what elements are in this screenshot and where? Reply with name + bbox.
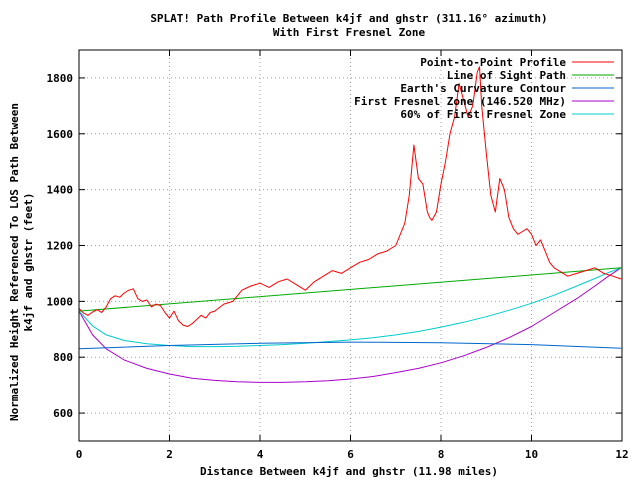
y-axis-label-line1: Normalized Height Referenced To LOS Path… bbox=[8, 103, 21, 421]
y-tick-label: 800 bbox=[53, 351, 73, 364]
series-layer bbox=[78, 66, 622, 383]
y-tick-label: 1600 bbox=[47, 128, 74, 141]
legend-label: Point-to-Point Profile bbox=[420, 56, 566, 69]
legend-label: 60% of First Fresnel Zone bbox=[400, 108, 566, 121]
series-first-fresnel-zone-146-520-mhz bbox=[78, 267, 622, 383]
x-tick-label: 0 bbox=[76, 448, 83, 461]
y-tick-label: 600 bbox=[53, 407, 73, 420]
x-tick-label: 6 bbox=[347, 448, 354, 461]
series-earth-s-curvature-contour bbox=[78, 341, 622, 350]
y-tick-label: 1200 bbox=[47, 240, 74, 253]
series-point-to-point-profile bbox=[78, 66, 622, 327]
x-tick-label: 4 bbox=[257, 448, 264, 461]
x-tick-label: 10 bbox=[525, 448, 538, 461]
grid-lines bbox=[79, 50, 622, 441]
x-tick-label: 12 bbox=[615, 448, 628, 461]
x-tick-label: 2 bbox=[166, 448, 173, 461]
y-tick-label: 1800 bbox=[47, 72, 74, 85]
x-tick-label: 8 bbox=[438, 448, 445, 461]
x-axis-label: Distance Between k4jf and ghstr (11.98 m… bbox=[200, 465, 498, 478]
y-tick-label: 1400 bbox=[47, 184, 74, 197]
series-60-of-first-fresnel-zone bbox=[78, 267, 622, 348]
legend-label: First Fresnel Zone (146.520 MHz) bbox=[354, 95, 566, 108]
legend-label: Earth's Curvature Contour bbox=[400, 82, 566, 95]
chart-title: SPLAT! Path Profile Between k4jf and ghs… bbox=[150, 12, 547, 25]
y-tick-label: 1000 bbox=[47, 295, 74, 308]
axis-ticks: 0 2 4 6 8 10 12 600 800 1000 1200 1400 1600 1800 bbox=[47, 50, 629, 461]
y-axis-label-line2: k4jf and ghstr (feet) bbox=[22, 192, 35, 331]
legend-label: Line of Sight Path bbox=[447, 69, 566, 82]
series-line-of-sight-path bbox=[78, 267, 622, 312]
chart-subtitle: With First Fresnel Zone bbox=[273, 26, 426, 39]
